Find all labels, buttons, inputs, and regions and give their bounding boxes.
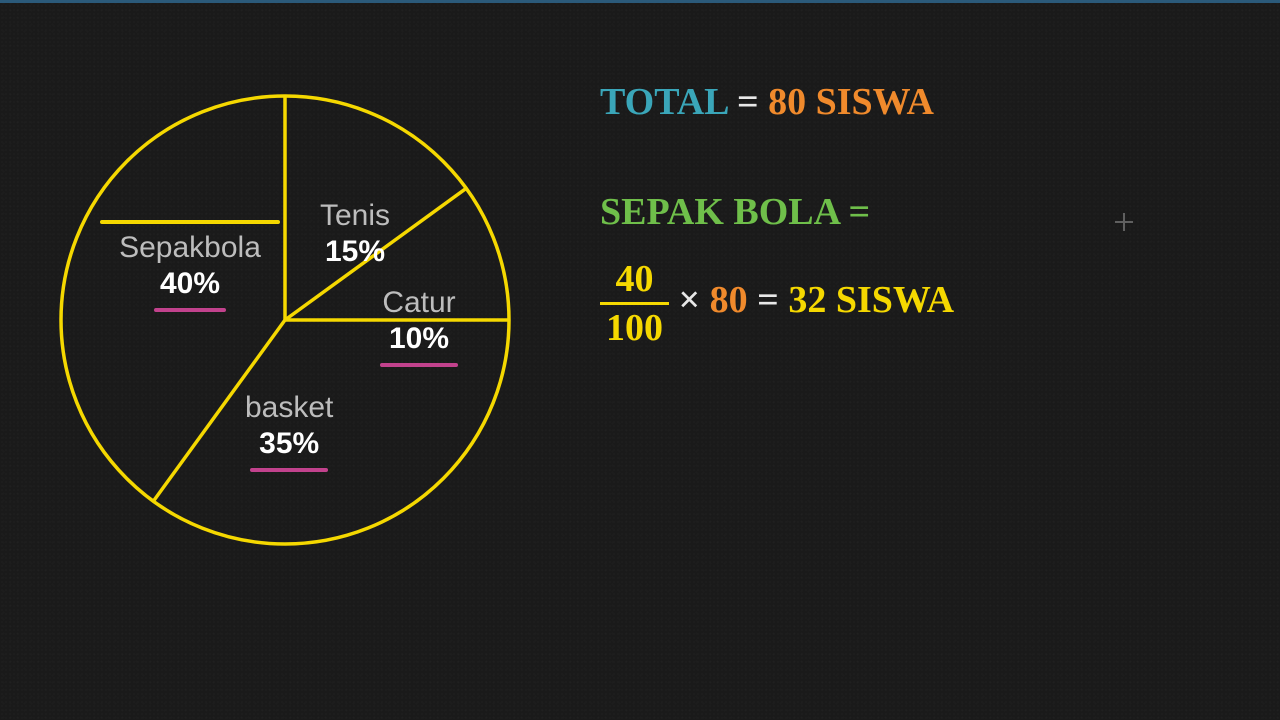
crosshair-cursor-icon (1115, 213, 1133, 231)
slice-label-catur: Catur10% (380, 285, 458, 367)
times-sign: × (679, 279, 710, 321)
multiply-value: 80 (710, 279, 748, 321)
fraction-denominator: 100 (600, 302, 669, 347)
slice-name: basket (245, 391, 333, 424)
total-label: TOTAL (600, 81, 727, 123)
topic-label: SEPAK BOLA = (600, 191, 870, 233)
pie-chart: Tenis15% Catur10% basket35% Sepakbola40% (55, 90, 515, 550)
equals-2: = (757, 279, 788, 321)
slice-name: Catur (382, 286, 455, 319)
slice-label-tenis: Tenis15% (320, 198, 390, 270)
slice-pct: 35% (245, 426, 333, 462)
slice-pct: 40% (100, 266, 280, 302)
slice-name: Tenis (320, 199, 390, 232)
total-value: 80 SISWA (768, 81, 934, 123)
total-line: TOTAL = 80 SISWA (600, 80, 934, 124)
slice-name: Sepakbola (119, 231, 261, 264)
slice-label-basket: basket35% (245, 390, 333, 472)
fraction: 40 100 (600, 260, 669, 347)
slice-pct: 10% (380, 321, 458, 357)
fraction-numerator: 40 (600, 260, 669, 302)
calc-line: 40 100 × 80 = 32 SISWA (600, 260, 954, 347)
topic-line: SEPAK BOLA = (600, 190, 870, 234)
slice-label-sepakbola: Sepakbola40% (100, 220, 280, 312)
window-top-accent (0, 0, 1280, 3)
equals-1: = (737, 81, 768, 123)
calc-result: 32 SISWA (788, 279, 954, 321)
slice-pct: 15% (320, 234, 390, 270)
